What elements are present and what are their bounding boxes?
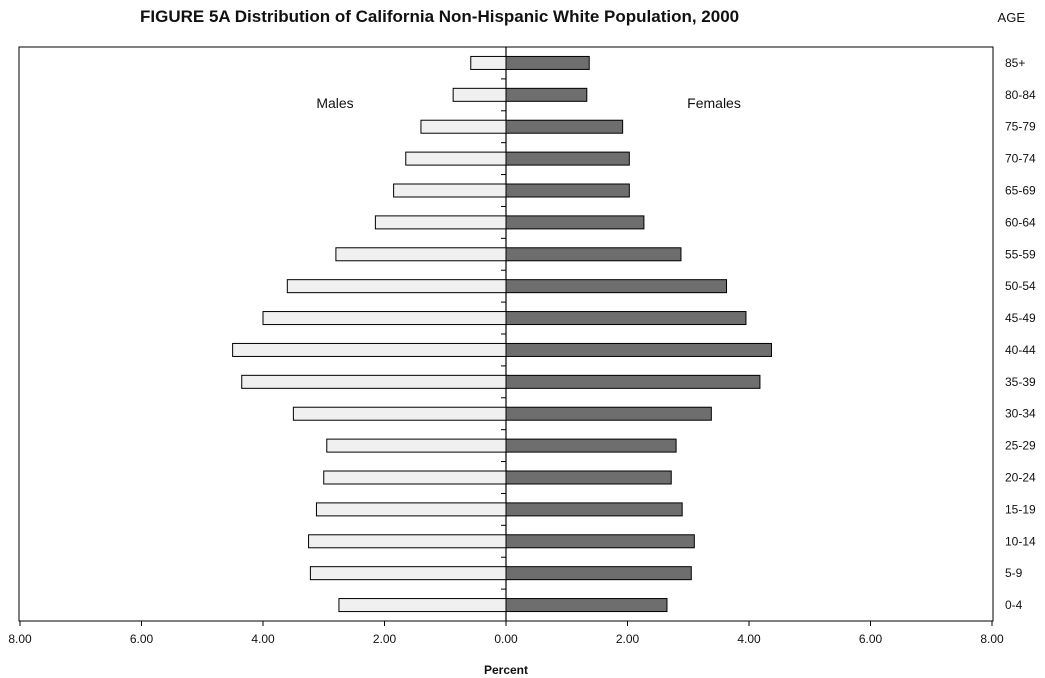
- age-label-75-79: 75-79: [1005, 120, 1036, 134]
- female-bar-10-14: [505, 534, 695, 549]
- female-bar-45-49: [505, 311, 747, 326]
- age-label-15-19: 15-19: [1005, 502, 1036, 516]
- female-bar-85+: [505, 55, 590, 70]
- age-label-70-74: 70-74: [1005, 152, 1036, 166]
- female-bar-60-64: [505, 215, 645, 230]
- female-bar-35-39: [505, 374, 761, 389]
- male-bar-20-24: [323, 470, 507, 485]
- female-bar-80-84: [505, 87, 588, 102]
- age-axis-header: AGE: [998, 10, 1026, 25]
- female-bar-5-9: [505, 566, 692, 581]
- center-axis-ticks: [501, 78, 506, 590]
- x-tick-label: 6.00: [130, 632, 154, 646]
- male-bar-25-29: [326, 438, 507, 453]
- female-bar-20-24: [505, 470, 672, 485]
- female-bars: [505, 55, 772, 613]
- age-label-35-39: 35-39: [1005, 375, 1036, 389]
- age-label-25-29: 25-29: [1005, 439, 1036, 453]
- male-bar-65-69: [393, 183, 507, 198]
- age-label-60-64: 60-64: [1005, 215, 1036, 229]
- x-tick-label: 4.00: [251, 632, 275, 646]
- age-category-labels: 85+ 80-84 75-79 70-74 65-69 60-64 55-59 50-54 45…: [1005, 56, 1036, 612]
- age-label-10-14: 10-14: [1005, 534, 1036, 548]
- x-tick-label: 8.00: [980, 632, 1004, 646]
- x-tick-label: 6.00: [859, 632, 883, 646]
- female-bar-55-59: [505, 247, 682, 262]
- male-bar-85+: [470, 55, 507, 70]
- male-bar-40-44: [232, 342, 507, 357]
- legend-females-label: Females: [687, 95, 741, 111]
- female-bar-25-29: [505, 438, 677, 453]
- x-tick-label: 0.00: [494, 632, 518, 646]
- male-bar-30-34: [292, 406, 507, 421]
- female-bar-75-79: [505, 119, 624, 134]
- chart-title: FIGURE 5A Distribution of California Non…: [140, 7, 739, 26]
- age-label-5-9: 5-9: [1005, 566, 1023, 580]
- age-label-20-24: 20-24: [1005, 471, 1036, 485]
- age-label-85+: 85+: [1005, 56, 1025, 70]
- male-bars: [232, 55, 507, 613]
- female-bar-15-19: [505, 502, 683, 517]
- x-tick-label: 8.00: [8, 632, 32, 646]
- x-tick-labels: 8.00 6.00 4.00 2.00 0.00 2.00 4.00 6.00 8.00: [8, 621, 1004, 646]
- female-bar-40-44: [505, 342, 772, 357]
- age-label-0-4: 0-4: [1005, 598, 1023, 612]
- male-bar-75-79: [420, 119, 507, 134]
- x-tick-label: 2.00: [373, 632, 397, 646]
- male-bar-45-49: [262, 311, 507, 326]
- x-axis-label: Percent: [484, 663, 528, 677]
- female-bar-70-74: [505, 151, 630, 166]
- male-bar-70-74: [405, 151, 507, 166]
- male-bar-15-19: [315, 502, 507, 517]
- female-bar-0-4: [505, 598, 668, 613]
- age-label-80-84: 80-84: [1005, 88, 1036, 102]
- age-label-40-44: 40-44: [1005, 343, 1036, 357]
- age-label-50-54: 50-54: [1005, 279, 1036, 293]
- male-bar-0-4: [338, 598, 507, 613]
- female-bar-50-54: [505, 279, 728, 294]
- legend-males-label: Males: [316, 95, 353, 111]
- male-bar-60-64: [374, 215, 507, 230]
- female-bar-30-34: [505, 406, 712, 421]
- male-bar-55-59: [335, 247, 507, 262]
- female-bar-65-69: [505, 183, 630, 198]
- male-bar-5-9: [309, 566, 507, 581]
- male-bar-10-14: [308, 534, 507, 549]
- male-bar-80-84: [452, 87, 507, 102]
- male-bar-50-54: [286, 279, 507, 294]
- age-label-65-69: 65-69: [1005, 184, 1036, 198]
- x-tick-label: 4.00: [737, 632, 761, 646]
- age-label-30-34: 30-34: [1005, 407, 1036, 421]
- age-label-45-49: 45-49: [1005, 311, 1036, 325]
- x-tick-label: 2.00: [616, 632, 640, 646]
- male-bar-35-39: [241, 374, 507, 389]
- age-label-55-59: 55-59: [1005, 247, 1036, 261]
